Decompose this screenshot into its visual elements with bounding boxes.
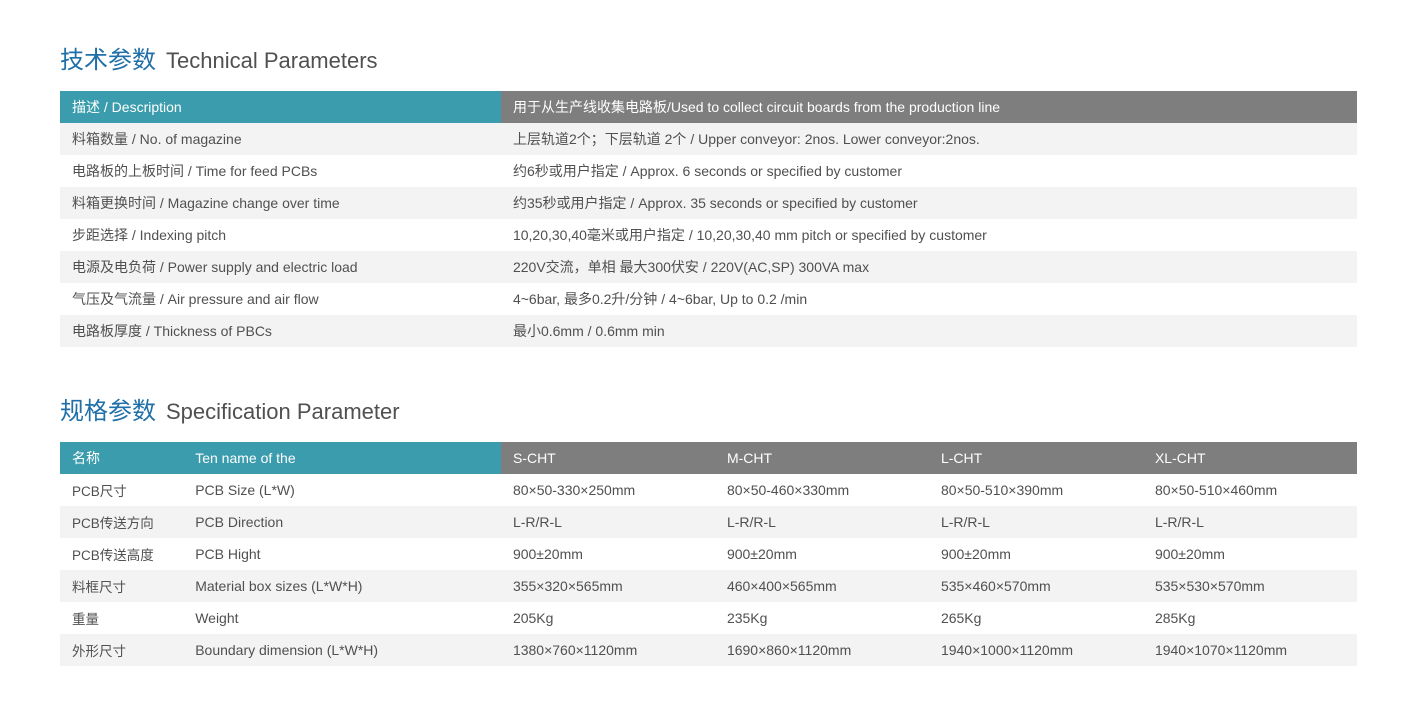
spec-row-value: 205Kg: [501, 602, 715, 634]
tech-row-label: 电路板厚度 / Thickness of PBCs: [60, 315, 501, 347]
spec-row-value: 1690×860×1120mm: [715, 634, 929, 666]
spec-row-label-cn: PCB尺寸: [60, 474, 183, 506]
spec-param-title: 规格参数 Specification Parameter: [60, 391, 1357, 426]
table-row: 料箱更换时间 / Magazine change over time约35秒或用…: [60, 187, 1357, 219]
spec-row-value: 900±20mm: [715, 538, 929, 570]
table-header-row: 名称 Ten name of the S-CHT M-CHT L-CHT XL-…: [60, 442, 1357, 474]
spec-row-value: 900±20mm: [929, 538, 1143, 570]
tech-params-table: 描述 / Description 用于从生产线收集电路板/Used to col…: [60, 91, 1357, 347]
table-row: 重量Weight205Kg235Kg265Kg285Kg: [60, 602, 1357, 634]
tech-row-value: 最小0.6mm / 0.6mm min: [501, 315, 1357, 347]
spec-row-label-cn: 外形尺寸: [60, 634, 183, 666]
table-row: 步距选择 / Indexing pitch10,20,30,40毫米或用户指定 …: [60, 219, 1357, 251]
spec-row-value: 900±20mm: [501, 538, 715, 570]
tech-row-value: 4~6bar, 最多0.2升/分钟 / 4~6bar, Up to 0.2 /m…: [501, 283, 1357, 315]
tech-params-title-cn: 技术参数: [60, 40, 156, 75]
spec-row-label-cn: PCB传送高度: [60, 538, 183, 570]
spec-header-col-2: L-CHT: [929, 442, 1143, 474]
spec-row-value: L-R/R-L: [1143, 506, 1357, 538]
tech-row-value: 10,20,30,40毫米或用户指定 / 10,20,30,40 mm pitc…: [501, 219, 1357, 251]
spec-row-value: L-R/R-L: [929, 506, 1143, 538]
tech-row-value: 220V交流，单相 最大300伏安 / 220V(AC,SP) 300VA ma…: [501, 251, 1357, 283]
tech-row-value: 约6秒或用户指定 / Approx. 6 seconds or specifie…: [501, 155, 1357, 187]
table-row: 电路板的上板时间 / Time for feed PCBs约6秒或用户指定 / …: [60, 155, 1357, 187]
tech-params-title: 技术参数 Technical Parameters: [60, 40, 1357, 75]
spec-header-col-0: S-CHT: [501, 442, 715, 474]
table-row: 气压及气流量 / Air pressure and air flow4~6bar…: [60, 283, 1357, 315]
table-header-row: 描述 / Description 用于从生产线收集电路板/Used to col…: [60, 91, 1357, 123]
spec-row-label-cn: 重量: [60, 602, 183, 634]
spec-row-label-en: Material box sizes (L*W*H): [183, 570, 501, 602]
tech-row-label: 电路板的上板时间 / Time for feed PCBs: [60, 155, 501, 187]
table-row: PCB尺寸PCB Size (L*W)80×50-330×250mm80×50-…: [60, 474, 1357, 506]
tech-row-label: 步距选择 / Indexing pitch: [60, 219, 501, 251]
spec-row-label-en: Weight: [183, 602, 501, 634]
spec-row-value: 355×320×565mm: [501, 570, 715, 602]
tech-params-title-en: Technical Parameters: [166, 48, 378, 74]
tech-row-label: 电源及电负荷 / Power supply and electric load: [60, 251, 501, 283]
tech-row-label: 料箱数量 / No. of magazine: [60, 123, 501, 155]
spec-row-value: 535×460×570mm: [929, 570, 1143, 602]
spec-row-value: 535×530×570mm: [1143, 570, 1357, 602]
spec-row-value: 1940×1000×1120mm: [929, 634, 1143, 666]
spec-row-value: 80×50-510×460mm: [1143, 474, 1357, 506]
spec-param-title-cn: 规格参数: [60, 391, 156, 426]
spec-row-value: 80×50-510×390mm: [929, 474, 1143, 506]
spec-row-label-en: PCB Hight: [183, 538, 501, 570]
tech-row-label: 料箱更换时间 / Magazine change over time: [60, 187, 501, 219]
tech-header-usage: 用于从生产线收集电路板/Used to collect circuit boar…: [501, 91, 1357, 123]
tech-row-label: 气压及气流量 / Air pressure and air flow: [60, 283, 501, 315]
tech-header-description: 描述 / Description: [60, 91, 501, 123]
table-row: PCB传送高度PCB Hight900±20mm900±20mm900±20mm…: [60, 538, 1357, 570]
tech-row-value: 约35秒或用户指定 / Approx. 35 seconds or specif…: [501, 187, 1357, 219]
table-row: 外形尺寸Boundary dimension (L*W*H)1380×760×1…: [60, 634, 1357, 666]
table-row: PCB传送方向PCB DirectionL-R/R-LL-R/R-LL-R/R-…: [60, 506, 1357, 538]
spec-row-value: 460×400×565mm: [715, 570, 929, 602]
spec-header-name-cn: 名称: [60, 442, 183, 474]
spec-row-value: 265Kg: [929, 602, 1143, 634]
spec-row-value: L-R/R-L: [501, 506, 715, 538]
spec-param-table: 名称 Ten name of the S-CHT M-CHT L-CHT XL-…: [60, 442, 1357, 666]
spec-row-value: 1940×1070×1120mm: [1143, 634, 1357, 666]
table-row: 料框尺寸Material box sizes (L*W*H)355×320×56…: [60, 570, 1357, 602]
table-row: 电路板厚度 / Thickness of PBCs最小0.6mm / 0.6mm…: [60, 315, 1357, 347]
spec-row-value: 285Kg: [1143, 602, 1357, 634]
spec-row-value: 235Kg: [715, 602, 929, 634]
spec-header-col-1: M-CHT: [715, 442, 929, 474]
spec-row-label-cn: 料框尺寸: [60, 570, 183, 602]
table-row: 电源及电负荷 / Power supply and electric load2…: [60, 251, 1357, 283]
spec-header-name-en: Ten name of the: [183, 442, 501, 474]
spec-row-label-cn: PCB传送方向: [60, 506, 183, 538]
spec-param-title-en: Specification Parameter: [166, 399, 400, 425]
spec-row-value: 900±20mm: [1143, 538, 1357, 570]
spec-row-value: 80×50-460×330mm: [715, 474, 929, 506]
spec-row-label-en: PCB Direction: [183, 506, 501, 538]
spec-row-label-en: PCB Size (L*W): [183, 474, 501, 506]
spec-header-col-3: XL-CHT: [1143, 442, 1357, 474]
spec-row-value: 1380×760×1120mm: [501, 634, 715, 666]
spec-row-value: L-R/R-L: [715, 506, 929, 538]
spec-row-value: 80×50-330×250mm: [501, 474, 715, 506]
table-row: 料箱数量 / No. of magazine上层轨道2个；下层轨道 2个 / U…: [60, 123, 1357, 155]
tech-row-value: 上层轨道2个；下层轨道 2个 / Upper conveyor: 2nos. L…: [501, 123, 1357, 155]
spec-row-label-en: Boundary dimension (L*W*H): [183, 634, 501, 666]
